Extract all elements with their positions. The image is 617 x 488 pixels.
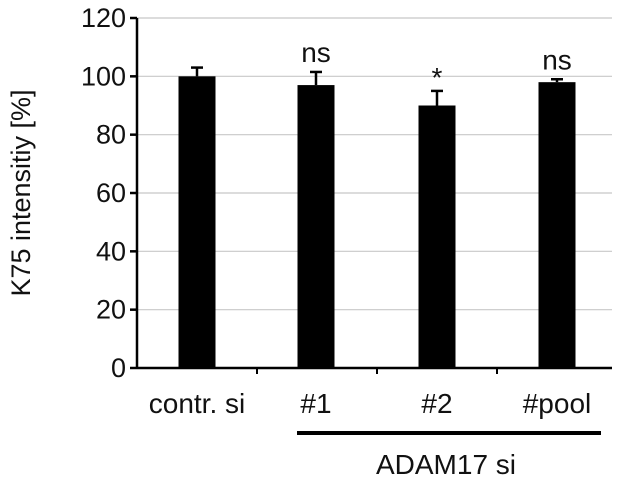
annotation-2: * <box>432 62 443 93</box>
y-axis-title: K75 intensitiy [%] <box>6 89 36 296</box>
category-label-3: #pool <box>523 388 592 419</box>
y-tick-label-0: 0 <box>111 353 126 383</box>
error-bar-3 <box>551 78 563 83</box>
y-tick-label-120: 120 <box>81 3 126 33</box>
category-label-2: #2 <box>421 388 452 419</box>
y-tick-label-100: 100 <box>81 61 126 91</box>
bar-2 <box>418 105 456 368</box>
annotation-1: ns <box>301 37 331 68</box>
error-bar-2 <box>431 89 443 106</box>
significance-annotations: ns * ns <box>301 37 572 93</box>
y-tick-label-20: 20 <box>96 295 126 325</box>
y-tick-label-40: 40 <box>96 236 126 266</box>
axes <box>130 16 612 374</box>
category-labels: contr. si #1 #2 #pool <box>149 388 592 419</box>
y-tick-label-80: 80 <box>96 120 126 150</box>
group-label: ADAM17 si <box>376 449 516 480</box>
annotation-3: ns <box>542 44 572 75</box>
category-label-0: contr. si <box>149 388 245 419</box>
error-bars <box>191 66 563 106</box>
error-bar-0 <box>191 66 203 77</box>
y-tick-label-60: 60 <box>96 178 126 208</box>
bar-3 <box>538 82 576 369</box>
category-label-1: #1 <box>300 388 331 419</box>
bars <box>178 76 576 369</box>
y-tick-labels: 0 20 40 60 80 100 120 <box>81 3 126 383</box>
bar-1 <box>297 85 335 368</box>
grid-lines <box>137 17 612 311</box>
error-bar-1 <box>310 70 322 86</box>
bar-0 <box>178 76 216 368</box>
